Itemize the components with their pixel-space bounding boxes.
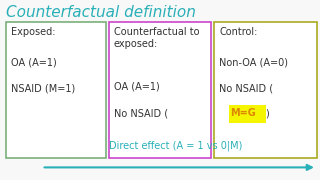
Text: Counterfactual to
exposed:: Counterfactual to exposed: <box>114 27 199 49</box>
Text: No NSAID (: No NSAID ( <box>219 83 273 93</box>
Bar <box>214 22 317 158</box>
Text: Control:: Control: <box>219 27 258 37</box>
Text: ): ) <box>265 108 269 118</box>
Text: Counterfactual definition: Counterfactual definition <box>6 5 196 20</box>
Bar <box>109 22 211 158</box>
Text: Direct effect (A = 1 vs 0|M): Direct effect (A = 1 vs 0|M) <box>109 141 243 151</box>
Text: No NSAID (: No NSAID ( <box>114 108 168 118</box>
Text: OA (A=1): OA (A=1) <box>11 57 57 67</box>
Bar <box>6 22 106 158</box>
Text: Exposed:: Exposed: <box>11 27 56 37</box>
Text: Non-OA (A=0): Non-OA (A=0) <box>219 57 288 67</box>
Text: OA (A=1): OA (A=1) <box>114 82 159 92</box>
Text: NSAID (M=1): NSAID (M=1) <box>11 83 76 93</box>
Text: M=G: M=G <box>230 108 256 118</box>
Bar <box>229 105 266 123</box>
